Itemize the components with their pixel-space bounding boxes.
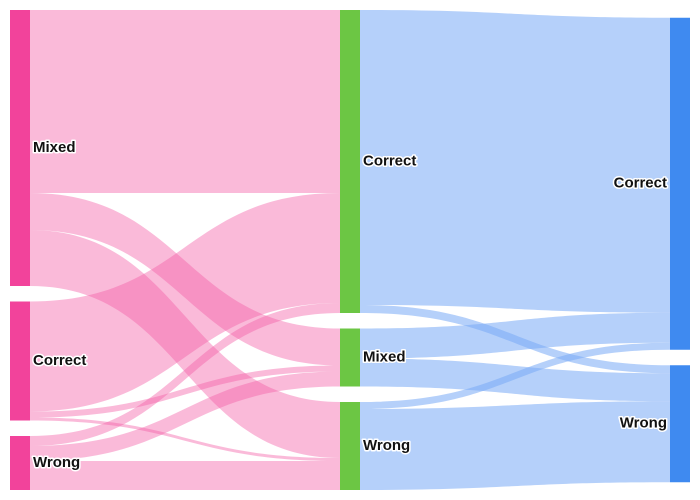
link <box>30 417 340 461</box>
node-label: Correct <box>614 175 667 192</box>
nodes <box>10 10 690 490</box>
node-label: Correct <box>33 352 86 369</box>
link <box>30 193 340 366</box>
node <box>10 436 30 490</box>
node-label: Wrong <box>363 437 410 454</box>
node-label: Mixed <box>33 139 76 156</box>
node <box>10 10 30 286</box>
node <box>340 10 360 313</box>
link <box>30 193 340 412</box>
link <box>30 365 340 418</box>
link <box>360 312 670 359</box>
links <box>30 10 670 490</box>
node-label: Mixed <box>363 348 406 365</box>
link <box>360 10 670 313</box>
link <box>360 342 670 409</box>
node <box>10 301 30 421</box>
link <box>30 303 340 446</box>
link <box>30 230 340 458</box>
link <box>360 401 670 490</box>
link <box>30 461 340 490</box>
link <box>30 371 340 461</box>
link <box>360 358 670 402</box>
node-label: Wrong <box>620 415 667 432</box>
node <box>340 328 360 387</box>
labels: Mixed Correct Wrong Correct Mixed Wrong Correc… <box>32 137 669 472</box>
node <box>340 402 360 490</box>
node <box>670 17 690 350</box>
link <box>30 10 340 193</box>
node <box>670 365 690 483</box>
node-label: Correct <box>363 152 416 169</box>
node-label: Wrong <box>33 454 80 471</box>
